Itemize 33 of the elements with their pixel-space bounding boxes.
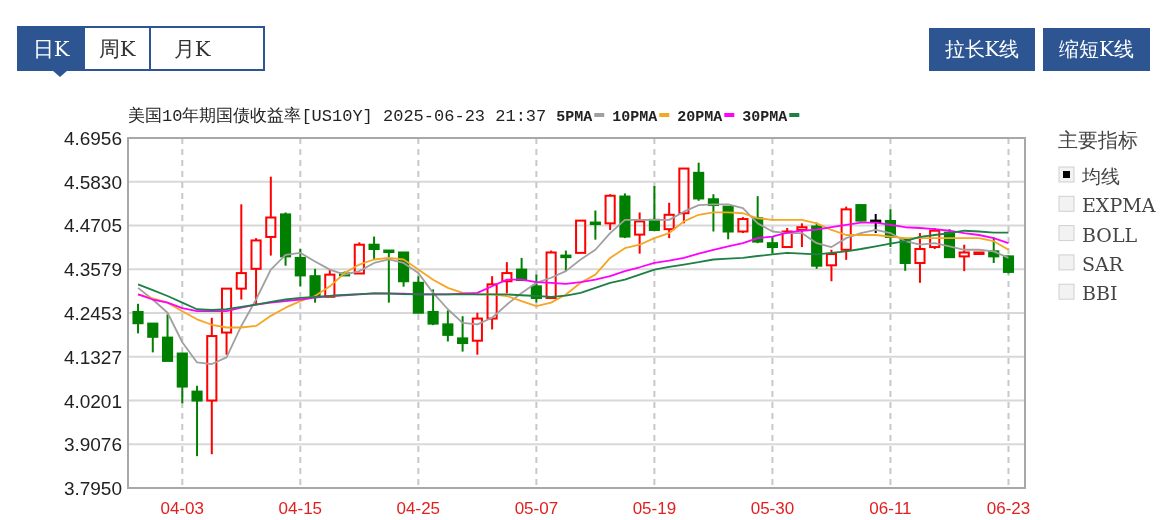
y-tick-label: 4.5830 xyxy=(63,171,122,193)
legend-label: 5PMA xyxy=(556,109,593,126)
y-tick-label: 3.7950 xyxy=(63,478,122,499)
x-tick-label: 06-23 xyxy=(986,499,1031,518)
text: 拉长K线 xyxy=(944,37,1020,61)
y-tick-label: 3.9076 xyxy=(63,434,122,456)
text: 周K xyxy=(98,37,136,61)
x-tick-label: 04-25 xyxy=(396,499,441,518)
legend-label: 20PMA xyxy=(677,109,723,126)
y-tick-label: 4.6956 xyxy=(63,128,122,149)
x-tick-label: 05-30 xyxy=(750,499,795,518)
chart-title: 美国10年期国债收益率[US10Y] 2025-06-23 21:37 xyxy=(128,106,547,126)
y-tick-label: 4.2453 xyxy=(63,303,122,324)
legend-label: 30PMA xyxy=(742,109,788,126)
text: EXPMA xyxy=(1082,194,1156,217)
x-tick-label: 05-19 xyxy=(632,499,677,518)
legend-label: 10PMA xyxy=(612,109,658,126)
text: 主要指标 xyxy=(1058,128,1138,152)
x-tick-label: 04-15 xyxy=(278,499,323,518)
x-tick-label: 04-03 xyxy=(160,499,205,518)
y-tick-label: 4.0201 xyxy=(63,390,122,412)
text: 日K xyxy=(32,37,70,61)
x-tick-label: 05-07 xyxy=(514,499,559,518)
y-tick-label: 4.3579 xyxy=(63,259,122,281)
y-tick-label: 4.1327 xyxy=(63,346,122,368)
y-tick-label: 4.4705 xyxy=(63,215,122,237)
x-tick-label: 06-11 xyxy=(869,499,912,518)
text: 月K xyxy=(173,37,211,61)
text: BOLL xyxy=(1082,223,1138,246)
text: SAR xyxy=(1082,252,1124,275)
text: 缩短K线 xyxy=(1059,37,1134,61)
text: BBI xyxy=(1082,282,1118,305)
text: 均线 xyxy=(1082,165,1120,187)
